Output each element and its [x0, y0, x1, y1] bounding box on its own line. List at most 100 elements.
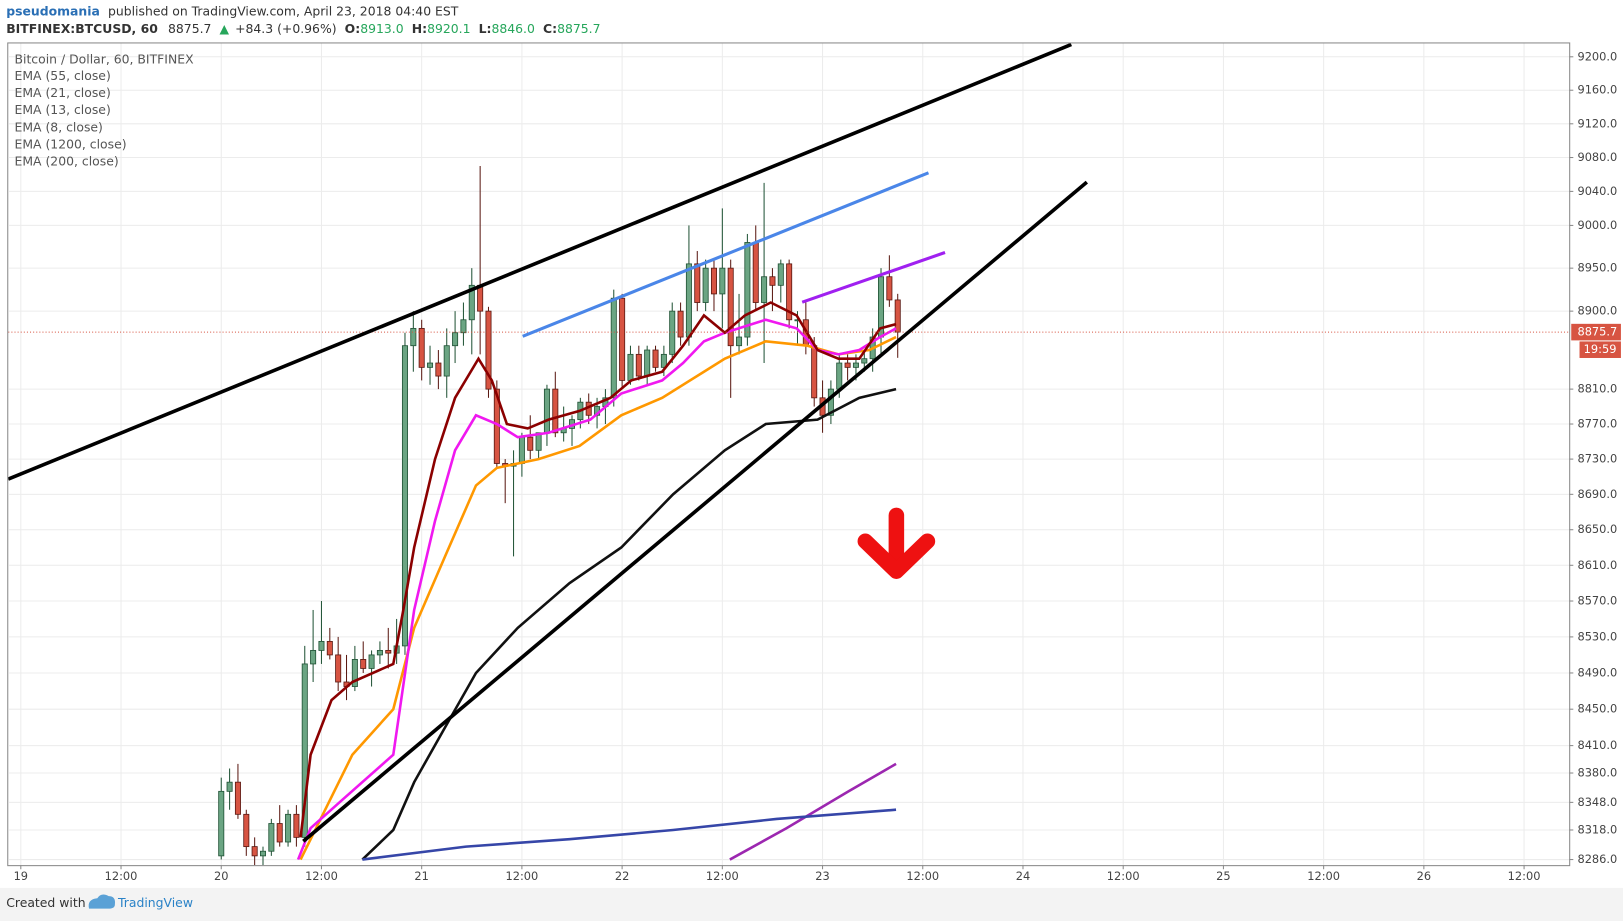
candle-body [644, 349, 651, 377]
tradingview-logo [88, 894, 116, 909]
y-tick-label: 8380.0 [1577, 766, 1617, 780]
legend-entry: EMA (13, close) [14, 102, 110, 117]
open-label: O: [345, 20, 361, 35]
low-label: L: [479, 20, 492, 35]
author[interactable]: pseudomania [6, 3, 100, 18]
candle-body [443, 345, 450, 377]
header-line-2: BITFINEX:BTCUSD, 60 8875.7 ▲ +84.3 (+0.9… [6, 20, 600, 35]
x-tick-label: 25 [1216, 869, 1230, 883]
y-tick-label: 8650.0 [1577, 522, 1617, 536]
ema-line [299, 335, 897, 861]
high-label: H: [412, 20, 427, 35]
y-tick-label: 9160.0 [1577, 83, 1617, 97]
y-tick-label: 8318.0 [1577, 822, 1617, 836]
candle-body [285, 813, 292, 843]
x-tick-label: 12:00 [1107, 869, 1140, 883]
low-value: 8846.0 [491, 20, 535, 35]
ema-line [299, 301, 897, 838]
y-tick-label: 8570.0 [1577, 594, 1617, 608]
candle-body [318, 640, 325, 651]
candle-body [243, 813, 250, 848]
candle-body [635, 353, 642, 377]
x-tick-label: 21 [414, 869, 428, 883]
candle-body [326, 640, 333, 656]
candle-body [435, 362, 442, 377]
drawings [8, 43, 1088, 843]
y-tick-label: 8450.0 [1577, 702, 1617, 716]
candle-body [811, 345, 818, 399]
candle-body [226, 781, 233, 792]
candle-body [669, 310, 676, 355]
candle-body [619, 297, 626, 381]
lower-trend-line [302, 180, 1088, 843]
candle-body [744, 242, 751, 338]
y-tick-label: 8530.0 [1577, 629, 1617, 643]
y-tick-label: 9080.0 [1577, 150, 1617, 164]
candle-body [418, 327, 425, 368]
legend-entry: EMA (1200, close) [14, 136, 126, 151]
x-tick-label: 12:00 [906, 869, 939, 883]
open-value: 8913.0 [360, 20, 404, 35]
candle-body [401, 345, 408, 647]
candle-body [535, 432, 542, 451]
plot-frame [7, 42, 1571, 867]
y-tick-label: 8730.0 [1577, 452, 1617, 466]
x-tick-label: 12:00 [105, 869, 138, 883]
y-tick-label: 8490.0 [1577, 665, 1617, 679]
candle-body [293, 813, 300, 838]
candle-body [736, 336, 743, 347]
y-tick-label: 8810.0 [1577, 382, 1617, 396]
x-tick-label: 12:00 [305, 869, 338, 883]
change-arrow: ▲ [220, 20, 230, 35]
y-tick-label: 9040.0 [1577, 184, 1617, 198]
candle-body [752, 242, 759, 303]
close-value: 8875.7 [557, 20, 600, 35]
candle-body [727, 267, 734, 347]
candle-body [527, 436, 534, 451]
candle-body [844, 362, 851, 368]
candle-body [468, 284, 475, 321]
candle-body [552, 388, 559, 434]
candle-body [677, 310, 684, 338]
x-tick-label: 12:00 [1508, 869, 1541, 883]
plot-area [8, 165, 1570, 866]
price: 8875.7 [168, 20, 211, 35]
candle-body [610, 297, 617, 399]
x-tick-label: 12:00 [1307, 869, 1340, 883]
candle-body [710, 267, 717, 295]
y-tick-label: 8690.0 [1577, 487, 1617, 501]
candle-body [702, 267, 709, 303]
x-tick-label: 24 [1016, 869, 1030, 883]
candle-body [234, 781, 241, 815]
candle-body [477, 284, 484, 312]
y-tick-label: 9000.0 [1577, 218, 1617, 232]
candle-body [777, 263, 784, 286]
candle-body [769, 276, 776, 286]
candle-body [259, 850, 267, 857]
header-line-1: pseudomania published on TradingView.com… [6, 3, 459, 18]
y-tick-label: 8410.0 [1577, 738, 1617, 752]
candle-body [852, 362, 859, 368]
candle-body [301, 663, 308, 838]
candle-body [485, 310, 492, 390]
high-value: 8920.1 [427, 20, 470, 35]
candle-body [543, 388, 550, 434]
footer-brand[interactable]: TradingView [117, 895, 193, 910]
candle-body [460, 319, 467, 334]
legend-entry: EMA (8, close) [14, 119, 102, 134]
candle-body [685, 263, 692, 338]
legend-entry: EMA (200, close) [14, 153, 118, 168]
candle-body [376, 649, 383, 656]
x-tick-label: 26 [1417, 869, 1431, 883]
footer-created: Created with [6, 895, 85, 910]
candle-body [786, 263, 793, 321]
candle-body [385, 649, 392, 654]
y-tick-label: 8900.0 [1577, 304, 1617, 318]
candle-body [894, 299, 901, 333]
last-price-label: 8875.7 [1577, 325, 1617, 339]
upper-channel-line [8, 43, 1072, 481]
ema-line [362, 808, 897, 861]
ema-line [361, 387, 897, 861]
y-tick-label: 8610.0 [1577, 558, 1617, 572]
